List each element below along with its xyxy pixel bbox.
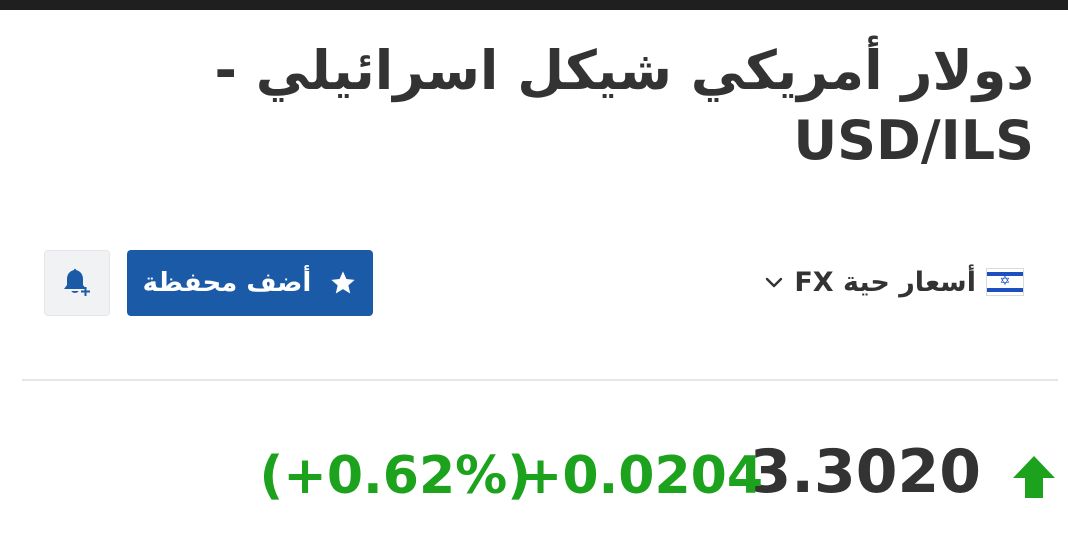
- arrow-up-icon: [1013, 456, 1055, 498]
- price-change-percent: (+0.62%): [259, 446, 531, 506]
- page-title: دولار أمريكي شيكل اسرائيلي - USD/ILS: [214, 36, 1034, 176]
- add-alert-button[interactable]: [44, 250, 110, 316]
- chevron-down-icon: [766, 277, 783, 288]
- top-status-bar: [0, 0, 1068, 10]
- actions-row: ✡ أسعار حية FX أضف محفظة: [0, 250, 1068, 318]
- title-symbol: USD/ILS: [793, 109, 1034, 172]
- add-to-portfolio-button[interactable]: أضف محفظة: [127, 250, 373, 316]
- last-price: 3.3020: [749, 437, 981, 507]
- quote-row: 3.3020 +0.0204 (+0.62%): [0, 430, 1068, 520]
- market-type-dropdown[interactable]: ✡ أسعار حية FX: [764, 258, 1024, 306]
- bell-plus-icon: [64, 268, 90, 296]
- add-to-portfolio-label: أضف محفظة: [142, 268, 312, 298]
- star-icon: [331, 271, 356, 294]
- title-arabic: دولار أمريكي شيكل اسرائيلي: [255, 39, 1034, 102]
- market-type-label: أسعار حية FX: [794, 266, 976, 298]
- divider: [22, 379, 1058, 381]
- israel-flag-icon: ✡: [986, 268, 1024, 296]
- title-separator: -: [214, 39, 237, 102]
- price-change: +0.0204: [518, 446, 763, 506]
